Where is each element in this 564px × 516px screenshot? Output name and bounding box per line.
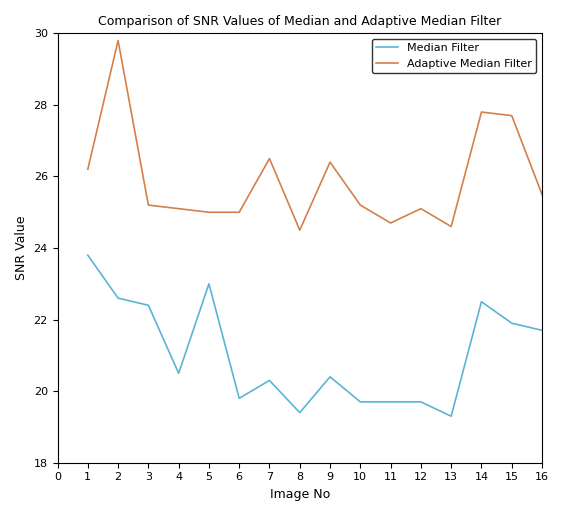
Adaptive Median Filter: [508, 112, 515, 119]
Median Filter: [145, 302, 152, 309]
Median Filter: [236, 395, 243, 401]
Adaptive Median Filter: [236, 209, 243, 215]
Median Filter: [387, 399, 394, 405]
Median Filter: [266, 377, 273, 383]
Adaptive Median Filter: [417, 205, 424, 212]
Median Filter: [175, 370, 182, 376]
Adaptive Median Filter: [145, 202, 152, 208]
Adaptive Median Filter: [357, 202, 364, 208]
Median Filter: [327, 374, 333, 380]
Median Filter: [114, 295, 121, 301]
Median Filter: [85, 252, 91, 259]
Median Filter: [448, 413, 455, 420]
Title: Comparison of SNR Values of Median and Adaptive Median Filter: Comparison of SNR Values of Median and A…: [98, 15, 501, 28]
Median Filter: [417, 399, 424, 405]
Adaptive Median Filter: [296, 227, 303, 233]
Adaptive Median Filter: [205, 209, 212, 215]
Line: Adaptive Median Filter: Adaptive Median Filter: [88, 40, 542, 230]
Legend: Median Filter, Adaptive Median Filter: Median Filter, Adaptive Median Filter: [372, 39, 536, 73]
Adaptive Median Filter: [539, 191, 545, 198]
Line: Median Filter: Median Filter: [88, 255, 542, 416]
Median Filter: [539, 327, 545, 333]
Median Filter: [357, 399, 364, 405]
Median Filter: [205, 281, 212, 287]
X-axis label: Image No: Image No: [270, 488, 330, 501]
Adaptive Median Filter: [448, 223, 455, 230]
Adaptive Median Filter: [175, 205, 182, 212]
Median Filter: [478, 299, 485, 305]
Adaptive Median Filter: [387, 220, 394, 226]
Adaptive Median Filter: [266, 155, 273, 162]
Y-axis label: SNR Value: SNR Value: [15, 216, 28, 280]
Adaptive Median Filter: [478, 109, 485, 115]
Adaptive Median Filter: [327, 159, 333, 165]
Adaptive Median Filter: [114, 37, 121, 43]
Median Filter: [508, 320, 515, 326]
Median Filter: [296, 410, 303, 416]
Adaptive Median Filter: [85, 166, 91, 172]
